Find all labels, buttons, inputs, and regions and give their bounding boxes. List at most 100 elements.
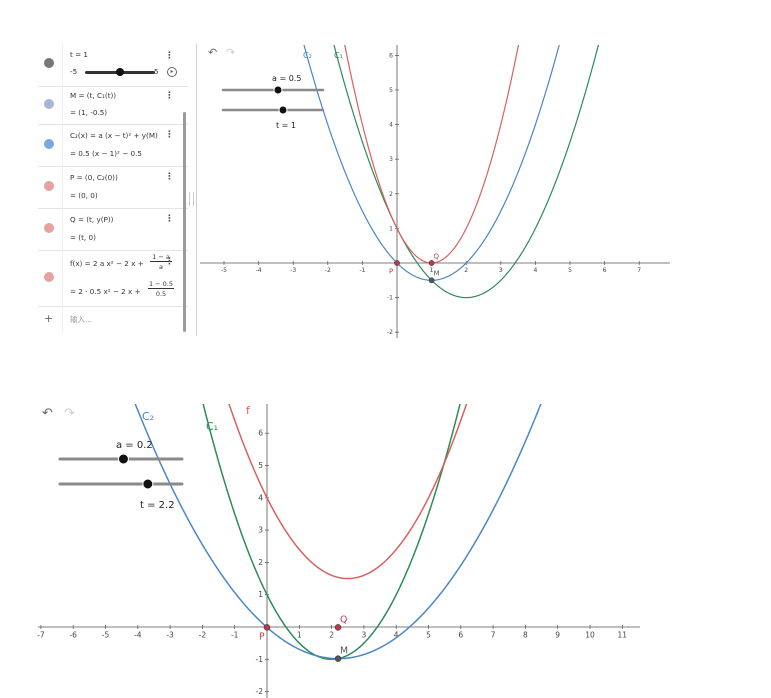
- y-tick-label: 4: [258, 493, 263, 502]
- slider-max-label: 5: [154, 67, 159, 76]
- y-tick-label: -2: [256, 687, 264, 696]
- point-Q: [428, 260, 435, 266]
- algebra-input-row[interactable]: + 输入...: [38, 306, 188, 332]
- algebra-def-P: P = (0, C₂(0)): [70, 173, 118, 182]
- undo-icon[interactable]: ↶: [42, 406, 53, 421]
- slider-t-handle[interactable]: [278, 105, 288, 115]
- more-options-icon[interactable]: ⋮: [165, 257, 174, 267]
- x-tick-label: -5: [221, 267, 227, 274]
- point-Q-label: Q: [340, 614, 347, 625]
- algebra-def-f: f(x) = 2 a x² − 2 x +: [70, 259, 144, 268]
- f-value-denominator: 0.5: [155, 290, 167, 298]
- x-tick-label: 11: [618, 631, 628, 640]
- curve-C1: [202, 404, 461, 661]
- x-tick-label: -7: [37, 631, 45, 640]
- visibility-toggle-t[interactable]: [44, 58, 54, 68]
- y-tick-label: 2: [389, 191, 393, 198]
- play-icon[interactable]: ▸: [167, 67, 177, 77]
- x-tick-label: -2: [199, 631, 207, 640]
- algebra-row-Q[interactable]: Q = (t, y(P)) ⋮ = (t, 0): [38, 208, 188, 251]
- x-tick-label: -3: [166, 631, 174, 640]
- curve-C2: [303, 45, 560, 281]
- point-M: [428, 277, 435, 284]
- visibility-toggle-C2[interactable]: [44, 139, 54, 149]
- point-Q: [334, 624, 342, 631]
- x-tick-label: 2: [464, 267, 468, 274]
- x-tick-label: 3: [499, 267, 503, 274]
- x-tick-label: 1: [297, 631, 302, 640]
- panel-resize-handle[interactable]: [189, 192, 194, 206]
- x-tick-label: 10: [585, 631, 595, 640]
- x-tick-label: 9: [555, 631, 560, 640]
- x-tick-label: -4: [134, 631, 142, 640]
- redo-icon[interactable]: ↷: [226, 46, 236, 59]
- x-tick-label: -1: [231, 631, 239, 640]
- x-tick-label: 6: [458, 631, 463, 640]
- x-tick-label: 7: [637, 267, 641, 274]
- x-tick-label: 2: [329, 631, 334, 640]
- algebra-row-f[interactable]: f(x) = 2 a x² − 2 x + 1 − a a ⋮ = 2 · 0.…: [38, 250, 188, 307]
- t-slider-handle[interactable]: [116, 68, 124, 76]
- curve-f: [228, 404, 468, 580]
- visibility-toggle-M[interactable]: [44, 99, 54, 109]
- curve-label-C1: C₁: [206, 420, 218, 433]
- y-tick-label: -2: [387, 329, 393, 336]
- visibility-toggle-Q[interactable]: [44, 223, 54, 233]
- point-Q-label: Q: [434, 252, 439, 260]
- f-def-numerator: 1 − a: [150, 253, 172, 262]
- curve-label-C2: C₂: [303, 51, 312, 60]
- x-tick-label: 1: [430, 267, 434, 274]
- algebra-value-M: = (1, -0.5): [70, 108, 108, 117]
- y-tick-label: 6: [258, 429, 263, 438]
- undo-icon[interactable]: ↶: [208, 46, 218, 59]
- more-options-icon[interactable]: ⋮: [165, 214, 174, 224]
- y-tick-label: -1: [387, 295, 393, 302]
- algebra-value-C2: = 0.5 (x − 1)² − 0.5: [70, 149, 142, 158]
- more-options-icon[interactable]: ⋮: [165, 172, 174, 182]
- slider-min-label: -5: [70, 67, 78, 76]
- slider-t-label: t = 2.2: [140, 500, 175, 511]
- slider-a-label: a = 0.2: [116, 440, 153, 451]
- algebra-row-M[interactable]: M = (t, C₁(t)) ⋮ = (1, -0.5): [38, 86, 188, 125]
- algebra-input[interactable]: 输入...: [70, 315, 93, 324]
- more-options-icon[interactable]: ⋮: [165, 130, 174, 140]
- algebra-value-Q: = (t, 0): [70, 233, 96, 242]
- y-tick-label: 3: [258, 526, 263, 535]
- x-tick-label: 7: [491, 631, 496, 640]
- algebra-row-t[interactable]: t = 1 ⋮ -5 5 ▸: [38, 44, 188, 87]
- visibility-toggle-f[interactable]: [44, 272, 54, 282]
- curve-C1: [333, 45, 600, 299]
- algebra-row-C2[interactable]: C₂(x) = a (x − t)² + y(M) ⋮ = 0.5 (x − 1…: [38, 124, 188, 167]
- algebra-view: t = 1 ⋮ -5 5 ▸ M = (t, C₁(t)) ⋮ = (1, -0…: [38, 44, 188, 332]
- x-tick-label: 4: [394, 631, 399, 640]
- redo-icon[interactable]: ↷: [64, 406, 75, 421]
- add-icon[interactable]: +: [44, 312, 54, 325]
- x-tick-label: 3: [362, 631, 367, 640]
- algebra-scrollbar[interactable]: [183, 112, 186, 332]
- x-tick-label: -2: [325, 267, 331, 274]
- x-tick-label: -3: [290, 267, 296, 274]
- point-P: [263, 624, 271, 631]
- y-tick-label: 4: [389, 122, 393, 129]
- y-tick-label: 3: [389, 156, 393, 163]
- slider-a-label: a = 0.5: [272, 74, 302, 83]
- y-tick-label: 1: [258, 590, 263, 599]
- f-value-numerator: 1 − 0.5: [148, 280, 174, 289]
- slider-a-handle[interactable]: [273, 85, 283, 95]
- more-options-icon[interactable]: ⋮: [165, 91, 174, 101]
- point-P: [394, 260, 400, 266]
- point-P-label: P: [259, 631, 265, 642]
- visibility-toggle-P[interactable]: [44, 181, 54, 191]
- algebra-def-C2: C₂(x) = a (x − t)² + y(M): [70, 131, 158, 140]
- x-tick-label: -4: [256, 267, 262, 274]
- algebra-row-P[interactable]: P = (0, C₂(0)) ⋮ = (0, 0): [38, 166, 188, 209]
- x-tick-label: 8: [523, 631, 528, 640]
- curve-f: [344, 45, 520, 264]
- slider-a-handle[interactable]: [117, 453, 129, 465]
- f-def-denominator: a: [159, 263, 163, 271]
- slider-t-handle[interactable]: [142, 478, 154, 490]
- graphics-view-top[interactable]: -5 -4 -3 -2 -1 1 2 3 4 5 6 7 -2 -1 1 2 3 4 5 6 C₂ C₁ P Q M: [0, 0, 771, 345]
- more-options-icon[interactable]: ⋮: [165, 51, 174, 61]
- point-M-label: M: [340, 646, 348, 657]
